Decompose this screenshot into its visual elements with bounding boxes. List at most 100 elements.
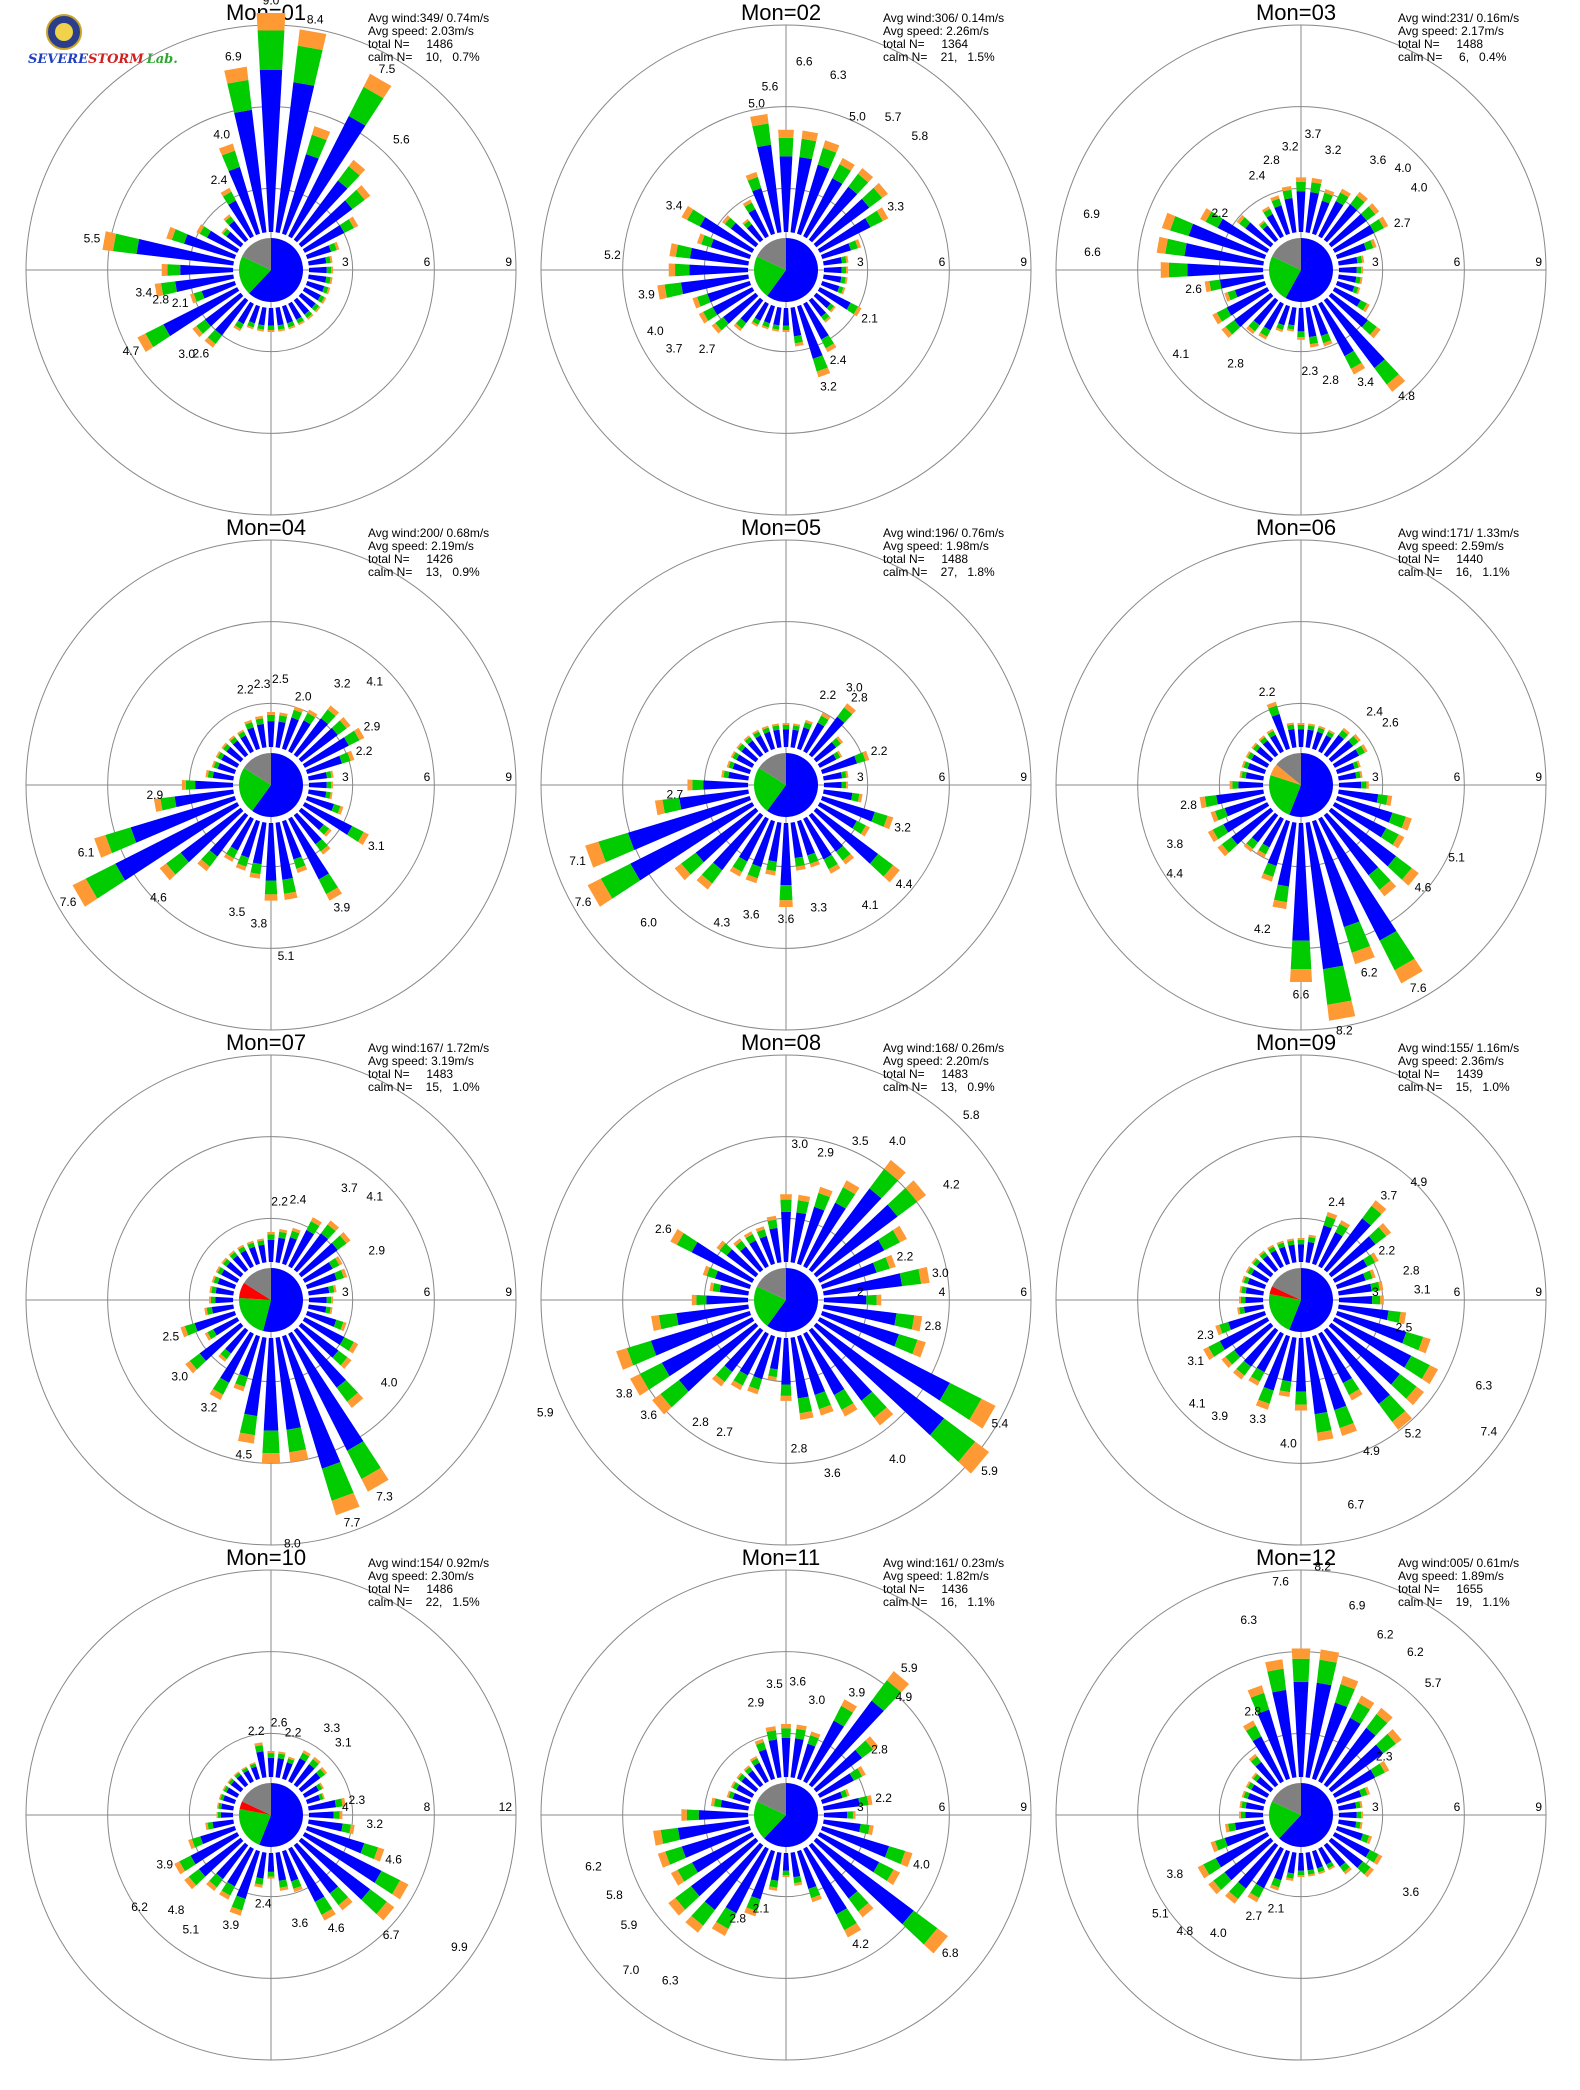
bar-value-label: 2.4 <box>290 1192 307 1206</box>
direction-bar-segment <box>255 718 264 726</box>
bar-value-label: 6.3 <box>662 1973 679 1987</box>
direction-bar-segment <box>254 1742 263 1747</box>
bar-value-label: 2.2 <box>1211 206 1228 220</box>
direction-bar-segment <box>297 29 327 50</box>
wind-rose-panel: Mon=01 9.0 8.4 6.9 7.5 5.6 4.0 2.4 5.5 3.4 2.8 4.7 3… <box>8 0 524 516</box>
direction-bar-segment <box>858 1796 869 1807</box>
direction-bar-segment <box>277 1753 286 1760</box>
direction-bar-segment <box>1332 224 1375 253</box>
direction-bar-segment <box>1259 1251 1268 1260</box>
direction-bar-segment <box>232 740 249 758</box>
direction-bar-segment <box>281 1849 299 1882</box>
bar-value-label: 7.6 <box>60 895 77 909</box>
direction-bar-segment <box>1259 736 1268 745</box>
direction-bar-segment <box>374 1870 401 1895</box>
direction-bar-segment <box>215 1287 235 1296</box>
bar-value-label: 2.1 <box>753 1901 770 1915</box>
direction-bar-segment <box>707 280 752 303</box>
direction-bar-segment <box>1332 1259 1368 1283</box>
direction-bar-segment <box>275 1758 285 1779</box>
direction-bar-segment <box>781 1211 791 1263</box>
ring-scale-label: 6 <box>1454 1285 1461 1299</box>
direction-bar-segment <box>1370 1281 1380 1292</box>
direction-bar-segment <box>1239 1306 1245 1315</box>
direction-bar-segment <box>1265 1659 1284 1672</box>
direction-bar-segment <box>779 156 793 233</box>
stat-calm: calm N= 15, 1.0% <box>368 1080 480 1094</box>
direction-bar-segment <box>233 1771 240 1777</box>
direction-bar-segment <box>754 301 769 321</box>
bar-value-label: 2.1 <box>1268 1901 1285 1915</box>
direction-bar-segment <box>752 729 759 735</box>
stat-avg-wind: Avg wind:306/ 0.14m/s <box>883 11 1005 25</box>
direction-bar-segment <box>1323 1327 1390 1405</box>
bar-value-label: 4.8 <box>1398 389 1415 403</box>
direction-bar-segment <box>779 900 793 907</box>
direction-bar-segment <box>876 207 889 222</box>
direction-bar-segment <box>244 1336 267 1417</box>
direction-bar-segment <box>795 1728 806 1740</box>
direction-bar-segment <box>808 1327 873 1401</box>
bar-value-label: 5.9 <box>901 1661 918 1675</box>
direction-bar-segment <box>207 770 214 779</box>
bar-value-label: 8.2 <box>1314 1560 1331 1574</box>
direction-bar-segment <box>745 171 758 181</box>
wind-rose-svg: 9.08.46.97.55.64.02.45.53.42.84.7 3.02.62… <box>25 0 517 516</box>
direction-bar-segment <box>219 1890 231 1900</box>
stat-avg-speed: Avg speed: 2.17m/s <box>1398 24 1504 38</box>
direction-bar-segment <box>1287 1240 1295 1246</box>
bar-value-label: 2.8 <box>1403 1263 1420 1277</box>
direction-bar-segment <box>654 799 665 816</box>
direction-bar-segment <box>163 287 240 337</box>
direction-bar-segment <box>302 1262 333 1283</box>
direction-bar-segment <box>793 335 803 344</box>
ring-scale-label: 9 <box>1535 1285 1542 1299</box>
speed-class-pie-slice <box>1269 256 1301 299</box>
direction-bar-segment <box>329 1307 333 1315</box>
direction-bar-segment <box>308 1296 327 1304</box>
direction-bar-segment <box>311 126 331 141</box>
direction-bar-segment <box>1243 843 1254 852</box>
bar-value-label: 5.6 <box>393 133 410 147</box>
direction-bar-segment <box>884 1159 906 1181</box>
bar-value-label: 4.0 <box>381 1376 398 1390</box>
direction-bar-segment <box>664 282 683 298</box>
direction-bar-segment <box>1328 807 1397 867</box>
direction-bar-segment <box>249 304 261 324</box>
direction-bar-segment <box>722 215 731 225</box>
panel-title: Mon=10 <box>225 1545 307 1570</box>
bar-value-label: 7.6 <box>575 895 592 909</box>
direction-bar-segment <box>1227 1822 1237 1832</box>
direction-bar-segment <box>823 1295 867 1305</box>
direction-bar-segment <box>1370 1252 1379 1263</box>
bar-value-label: 4.9 <box>896 1690 913 1704</box>
direction-bar-segment <box>866 1795 873 1806</box>
direction-bar-segment <box>287 321 295 328</box>
direction-bar-segment <box>822 140 840 153</box>
direction-bar-segment <box>307 1819 343 1832</box>
direction-bar-segment <box>229 1906 243 1916</box>
direction-bar-segment <box>190 293 197 304</box>
direction-bar-segment <box>766 860 777 872</box>
bar-value-label: 5.1 <box>1152 1906 1169 1920</box>
direction-bar-segment <box>1374 359 1399 385</box>
direction-bar-segment <box>1360 1833 1370 1844</box>
direction-bar-segment <box>765 1726 776 1732</box>
direction-bar-segment <box>796 1849 817 1890</box>
bar-value-label: 2.2 <box>871 744 888 758</box>
direction-bar-segment <box>825 343 837 353</box>
direction-bar-segment <box>1252 1773 1261 1782</box>
bar-value-label: 4.1 <box>862 898 879 912</box>
direction-bar-segment <box>652 1393 672 1415</box>
stat-calm: calm N= 27, 1.8% <box>883 565 995 579</box>
direction-bar-segment <box>860 825 870 837</box>
direction-bar-segment <box>751 321 759 327</box>
direction-bar-segment <box>771 723 779 727</box>
direction-bar-segment <box>756 1229 767 1239</box>
direction-bar-segment <box>790 729 799 749</box>
direction-bar-segment <box>1288 306 1297 326</box>
direction-bar-segment <box>336 1379 359 1402</box>
direction-bar-segment <box>1326 731 1334 739</box>
direction-bar-segment <box>1287 1851 1297 1874</box>
bar-value-label: 3.6 <box>1403 1885 1420 1899</box>
